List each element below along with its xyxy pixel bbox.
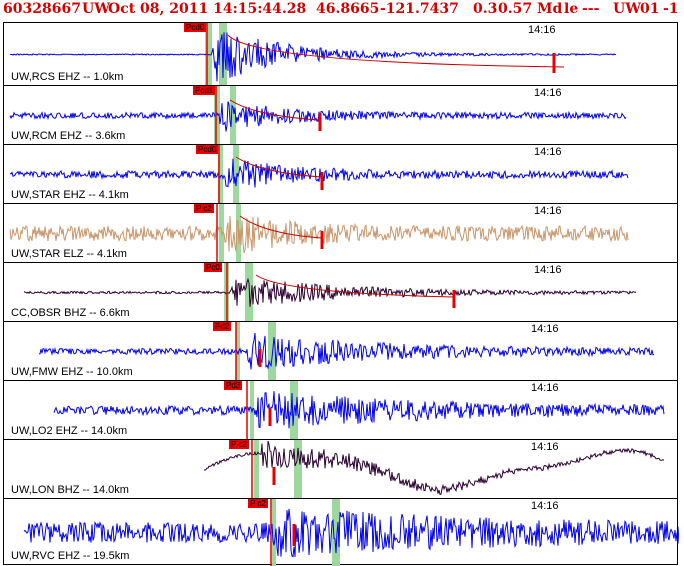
analysis-window	[254, 440, 259, 499]
waveform-line	[53, 391, 665, 429]
time-tick-label: 14:16	[531, 500, 559, 512]
pick-marker[interactable]: Pcd0	[184, 23, 207, 32]
channel-label: UW,LON BHZ -- 14.0km	[11, 484, 129, 496]
analysis-window	[218, 145, 223, 204]
coda-decay-curve	[255, 274, 455, 298]
version: 01	[640, 1, 660, 17]
waveform-line	[9, 215, 629, 254]
magnitude: 0.57	[498, 1, 533, 17]
source: UW	[613, 1, 641, 17]
channel-label: UW,RVC EHZ -- 19.5km	[11, 550, 130, 562]
analysis-window	[219, 23, 227, 86]
event-id: 60328667	[3, 1, 81, 17]
channel-label: UW,RCM EHZ -- 3.6km	[11, 130, 126, 142]
quality: ---	[582, 1, 600, 17]
flag: -1	[663, 1, 679, 17]
seismogram-panel[interactable]: Pd2 14:16 UW,FMW EHZ -- 10.0km	[3, 321, 678, 381]
seismogram-panel[interactable]: P c2 14:16 UW,RVC EHZ -- 19.5km	[3, 498, 679, 566]
pick-marker[interactable]: Pcd0	[196, 145, 219, 154]
seismogram-panel[interactable]: Pd3 14:16 UW,LO2 EHZ -- 14.0km	[3, 380, 678, 440]
waveform-line	[39, 332, 655, 370]
seismogram-panel[interactable]: Pcd1 14:16 UW,RCM EHZ -- 3.6km	[3, 85, 678, 145]
waveform-trace	[39, 322, 655, 381]
waveform-line	[9, 32, 617, 82]
latitude: 46.8665	[316, 1, 380, 17]
analysis-window	[272, 499, 276, 566]
time-tick-label: 14:16	[534, 264, 562, 276]
seismogram-panel[interactable]: P c2 14:16 UW,STAR ELZ -- 4.1km	[3, 203, 678, 263]
channel-label: CC,OBSR BHZ -- 6.6km	[11, 307, 130, 319]
waveform-trace	[9, 204, 629, 263]
analysis-window	[236, 322, 240, 381]
pick-marker[interactable]: Pd2	[213, 322, 232, 331]
time-tick-label: 14:16	[528, 24, 556, 36]
event-type: le	[564, 1, 579, 17]
channel-label: UW,STAR ELZ -- 4.1km	[11, 248, 127, 260]
coda-decay-curve	[239, 215, 323, 239]
pick-marker[interactable]: Pd3	[224, 381, 243, 390]
event-datetime: Oct 08, 2011 14:15:44.28	[108, 1, 307, 17]
channel-label: UW,STAR EHZ -- 4.1km	[11, 189, 129, 201]
time-tick-label: 14:16	[531, 323, 559, 335]
waveform-trace	[53, 381, 665, 440]
depth: 0.3	[473, 1, 498, 17]
time-tick-label: 14:16	[531, 441, 559, 453]
time-tick-label: 14:16	[534, 146, 562, 158]
pick-marker[interactable]: Pc0	[204, 263, 222, 272]
analysis-window	[233, 145, 239, 204]
channel-label: UW,LO2 EHZ -- 14.0km	[11, 425, 128, 437]
magnitude-type: Md	[537, 1, 563, 17]
coda-decay-curve	[227, 34, 565, 68]
waveform-line	[203, 440, 665, 495]
network-code: UW	[82, 1, 110, 17]
analysis-window	[230, 86, 236, 145]
waveform-trace	[9, 145, 629, 204]
waveform-line	[9, 101, 627, 132]
analysis-window	[332, 499, 340, 566]
seismogram-panel[interactable]: Pcd0 14:16 UW,RCS EHZ -- 1.0km	[3, 22, 678, 86]
waveform-trace	[9, 23, 617, 86]
pick-marker[interactable]: P c2	[248, 499, 268, 508]
waveform-line	[9, 158, 629, 188]
pick-marker[interactable]: P c2	[229, 440, 249, 449]
longitude: -121.7437	[380, 1, 459, 17]
waveform-line	[23, 277, 637, 307]
waveform-trace	[203, 440, 665, 499]
waveform-trace	[23, 263, 637, 322]
pick-marker[interactable]: P c2	[194, 204, 214, 213]
seismogram-panel[interactable]: Pc0 14:16 CC,OBSR BHZ -- 6.6km	[3, 262, 678, 322]
event-header: 60328667 UW Oct 08, 2011 14:15:44.28 46.…	[0, 0, 684, 26]
pick-marker[interactable]: Pcd1	[193, 86, 216, 95]
analysis-window	[294, 440, 302, 499]
time-tick-label: 14:16	[531, 382, 559, 394]
coda-decay-curve	[229, 99, 321, 121]
channel-label: UW,RCS EHZ -- 1.0km	[11, 71, 124, 83]
seismogram-panel[interactable]: P c2 14:16 UW,LON BHZ -- 14.0km	[3, 439, 678, 499]
coda-decay-curve	[235, 156, 323, 178]
waveform-trace	[9, 86, 627, 145]
analysis-window	[268, 322, 276, 381]
time-tick-label: 14:16	[534, 87, 562, 99]
channel-label: UW,FMW EHZ -- 10.0km	[11, 366, 133, 378]
waveform-trace	[23, 499, 679, 566]
analysis-window	[214, 86, 220, 145]
time-tick-label: 14:16	[534, 205, 562, 217]
waveform-line	[23, 508, 679, 558]
seismogram-panel[interactable]: Pcd0 14:16 UW,STAR EHZ -- 4.1km	[3, 144, 678, 204]
